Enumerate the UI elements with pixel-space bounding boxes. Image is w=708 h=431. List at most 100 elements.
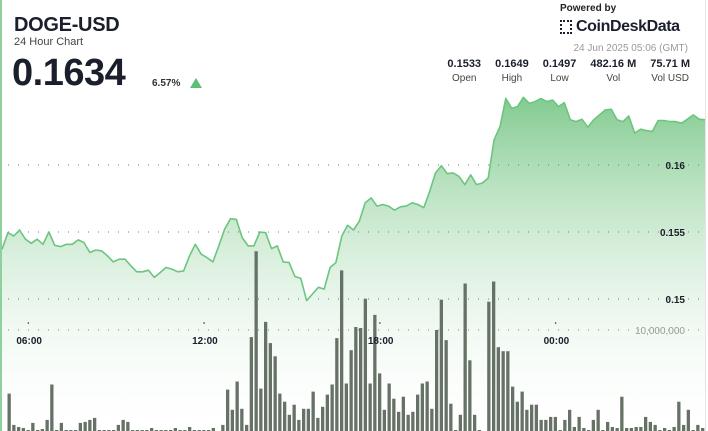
volume-bar (78, 422, 82, 431)
volume-bar (425, 381, 429, 431)
volume-bar (511, 386, 515, 431)
volume-bar (401, 396, 405, 431)
volume-bar (93, 417, 97, 431)
stat-label: Vol (606, 73, 621, 84)
price-line (1, 96, 706, 302)
volume-bar (321, 406, 325, 431)
volume-bar (287, 414, 291, 431)
volume-bar (382, 409, 386, 431)
stat-vol-usd: 75.71 M Vol USD (650, 58, 690, 84)
pair-title: DOGE-USD (14, 14, 120, 36)
volume-bar (221, 424, 225, 431)
volume-bar (458, 414, 462, 431)
coindesk-logo: CoinDeskData (560, 18, 680, 36)
y-tick-label: 0.15 (666, 295, 686, 306)
volume-bar (468, 360, 472, 431)
volume-bar (615, 428, 619, 431)
volume-bar (126, 421, 130, 431)
volume-bar (596, 409, 600, 431)
volume-bar (264, 321, 268, 431)
volume-bar (17, 427, 21, 431)
volume-bar (359, 328, 363, 431)
volume-bar (634, 427, 638, 431)
price-change: 6.57% (152, 78, 181, 89)
volume-bar (520, 391, 524, 431)
timestamp: 24 Jun 2025 05:06 (GMT) (573, 43, 688, 54)
stat-value: 0.1497 (542, 58, 577, 70)
stat-high: 0.1649 High (495, 58, 529, 84)
volume-bar (591, 419, 595, 431)
volume-bar (21, 428, 25, 431)
stat-value: 0.1533 (447, 58, 482, 70)
volume-bar (406, 414, 410, 431)
volume-bar (50, 384, 54, 431)
x-tick-label: 12:00 (192, 336, 218, 347)
volume-bar (563, 419, 567, 431)
coindesk-mark-icon (560, 20, 572, 34)
x-tick-mark (379, 322, 381, 324)
volume-bar (368, 383, 372, 431)
stat-vol: 482.16 M Vol (590, 58, 636, 84)
volume-bar (230, 409, 234, 431)
volume-bar (363, 298, 367, 431)
volume-bar (639, 427, 643, 431)
y-tick-label: 0.16 (666, 161, 686, 172)
volume-bar (150, 428, 154, 431)
volume-bar (278, 393, 282, 431)
volume-bar (297, 419, 301, 431)
volume-bar (701, 428, 705, 431)
volume-bar (292, 404, 296, 431)
volume-bar (12, 424, 16, 431)
volume-bar (677, 401, 681, 431)
volume-bar (268, 343, 272, 431)
volume-bar (686, 409, 690, 431)
current-price: 0.1634 (12, 52, 126, 94)
volume-bar (302, 408, 306, 431)
volume-bar (577, 416, 581, 431)
volume-bar (610, 427, 614, 431)
price-area (2, 97, 705, 431)
volume-bar (188, 427, 192, 431)
volume-bar (397, 411, 401, 431)
volume-bar (525, 409, 529, 431)
volume-bar (549, 416, 553, 431)
volume-bar (330, 384, 334, 431)
volume-bar (506, 351, 510, 431)
volume-bar (625, 428, 629, 431)
volume-bar (572, 427, 576, 431)
volume-bar (344, 383, 348, 431)
volume-bar (340, 270, 344, 431)
volume-bar (534, 404, 538, 431)
volume-bar (672, 427, 676, 431)
volume-bar (349, 350, 353, 431)
volume-bar (620, 396, 624, 431)
stat-label: High (501, 73, 523, 84)
stat-low: 0.1497 Low (543, 58, 577, 84)
stat-label: Vol USD (651, 73, 690, 84)
volume-bar (254, 251, 258, 431)
volume-bar (325, 394, 329, 431)
volume-bar (501, 351, 505, 431)
volume-bar (411, 411, 415, 431)
volume-bar (530, 404, 534, 431)
x-tick-mark (27, 322, 30, 324)
volume-bar (492, 281, 496, 431)
volume-bar (487, 301, 491, 431)
volume-bar (249, 337, 253, 431)
stat-open: 0.1533 Open (447, 58, 481, 84)
volume-bar (696, 424, 700, 431)
volume-bar (373, 314, 377, 431)
volume-bar (648, 421, 652, 431)
x-tick-label: 18:00 (368, 336, 394, 347)
volume-bar (235, 381, 239, 431)
volume-bar (553, 416, 557, 431)
powered-by-label: Powered by (560, 3, 617, 14)
volume-bar (59, 422, 63, 431)
volume-bar (463, 283, 467, 431)
volume-bar (240, 408, 244, 431)
volume-bar (496, 347, 500, 431)
volume-bar (83, 421, 87, 431)
volume-bar (88, 419, 92, 431)
volume-bar (449, 403, 453, 431)
